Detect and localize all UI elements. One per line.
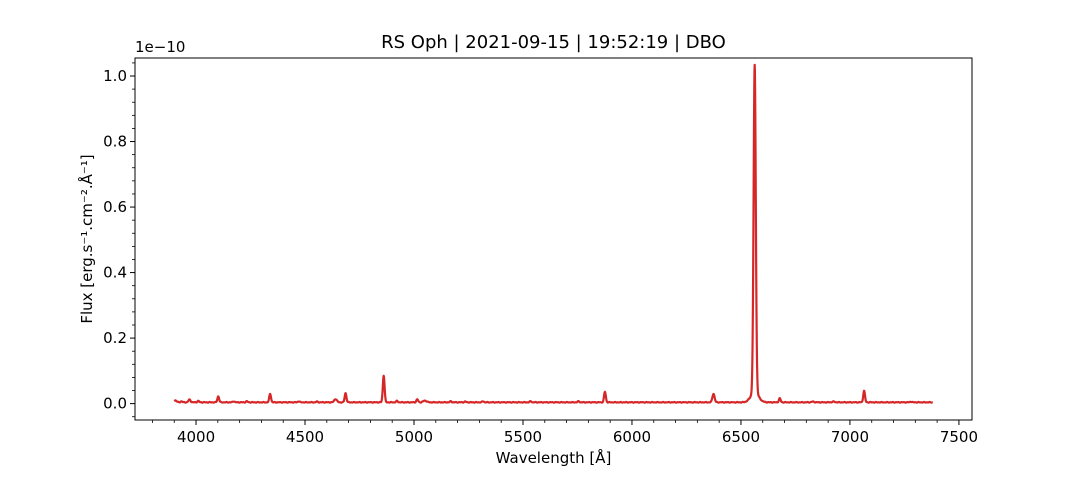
- y-offset-label: 1e−10: [135, 38, 185, 56]
- spectrum-series-line: [173, 63, 934, 404]
- x-tick-label: 4000: [177, 428, 215, 446]
- y-tick-label: 0.2: [103, 329, 127, 347]
- x-tick-label: 5500: [504, 428, 542, 446]
- x-tick-label: 6000: [613, 428, 651, 446]
- y-tick-label: 0.0: [103, 395, 127, 413]
- axes-frame: [134, 57, 973, 421]
- chart-title: RS Oph | 2021-09-15 | 19:52:19 | DBO: [381, 32, 726, 53]
- x-tick-label: 4500: [286, 428, 324, 446]
- y-axis: 0.0 0.2 0.4 0.6 0.8 1.0: [103, 62, 135, 418]
- x-tick-label: 5000: [395, 428, 433, 446]
- x-axis-label: Wavelength [Å]: [496, 448, 612, 467]
- y-tick-label: 1.0: [103, 67, 127, 85]
- y-tick-label: 0.6: [103, 198, 127, 216]
- x-axis: 4000 4500 5000 5500 6000 6500 7000 7500: [152, 420, 978, 446]
- x-tick-label: 6500: [722, 428, 760, 446]
- y-axis-label: Flux [erg.s⁻¹.cm⁻².Å⁻¹]: [77, 154, 96, 323]
- y-tick-label: 0.4: [103, 264, 127, 282]
- x-tick-label: 7500: [940, 428, 978, 446]
- y-tick-label: 0.8: [103, 133, 127, 151]
- x-tick-label: 7000: [831, 428, 869, 446]
- plot-area: [173, 63, 934, 404]
